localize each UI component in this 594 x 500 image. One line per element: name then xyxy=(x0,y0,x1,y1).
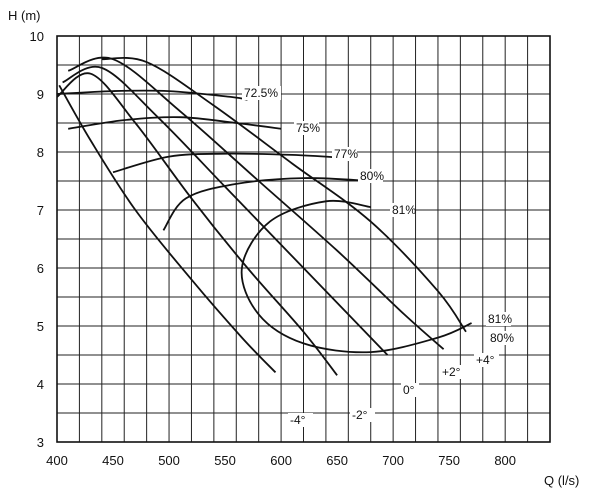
y-tick-label: 7 xyxy=(37,203,44,218)
curve-label-backdrop xyxy=(390,203,415,217)
curves xyxy=(56,56,472,376)
plot-frame xyxy=(56,35,551,443)
efficiency-curve xyxy=(112,152,343,174)
curve-label-backdrop xyxy=(288,413,313,427)
x-tick-label: 800 xyxy=(494,453,516,468)
x-tick-label: 400 xyxy=(46,453,68,468)
curve-labels: 72.5%75%77%80%81%81%80%-4° -2°0°+2°+4° xyxy=(242,86,514,427)
efficiency-curve xyxy=(162,177,371,231)
curve-label-backdrop xyxy=(401,383,419,397)
tick-labels: 400 450 500 550 600 650 700 750 800 3 4 5 6 7 8 9 10 xyxy=(30,29,517,468)
curve-label: +2° xyxy=(442,365,461,379)
x-axis-label: Q (l/s) xyxy=(544,473,579,488)
curve-label-backdrop xyxy=(488,331,513,345)
curve-label: 80% xyxy=(490,331,514,345)
y-axis-label: H (m) xyxy=(8,8,41,23)
x-tick-label: 700 xyxy=(382,453,404,468)
y-tick-label: 8 xyxy=(37,145,44,160)
x-tick-label: 500 xyxy=(158,453,180,468)
curve-label-backdrop xyxy=(358,169,383,183)
curve-label: 81% xyxy=(488,312,512,326)
y-tick-label: 3 xyxy=(37,435,44,450)
efficiency-curve xyxy=(68,116,282,130)
curve-label-backdrop xyxy=(332,147,357,161)
curve-label: -2° xyxy=(352,408,368,422)
y-tick-label: 4 xyxy=(37,377,44,392)
curve-label: 81% xyxy=(392,203,416,217)
curve-label: 77% xyxy=(334,147,358,161)
curve-label-backdrop xyxy=(294,121,319,135)
blade-angle-curve xyxy=(62,65,389,356)
x-tick-label: 600 xyxy=(270,453,292,468)
blade-angle-curve xyxy=(67,56,445,350)
curve-label-backdrop xyxy=(486,312,511,326)
y-tick-label: 9 xyxy=(37,87,44,102)
curve-label: -4° xyxy=(290,413,306,427)
curve-label: +4° xyxy=(476,353,495,367)
x-tick-label: 750 xyxy=(438,453,460,468)
curve-label: 72.5% xyxy=(244,86,278,100)
curve-label-backdrop xyxy=(474,353,499,367)
efficiency-curve xyxy=(240,199,472,354)
curve-label: 80% xyxy=(360,169,384,183)
curve-label-backdrop xyxy=(440,365,465,379)
y-tick-label: 6 xyxy=(37,261,44,276)
curve-label: 75% xyxy=(296,121,320,135)
curve-label-backdrop xyxy=(242,86,281,100)
blade-angle-curve xyxy=(101,57,467,333)
curve-label-backdrop xyxy=(350,408,375,422)
grid xyxy=(56,35,551,443)
x-tick-label: 550 xyxy=(214,453,236,468)
efficiency-curve xyxy=(56,89,248,101)
plot-border xyxy=(56,35,551,443)
x-tick-label: 650 xyxy=(326,453,348,468)
blade-angle-curve xyxy=(56,72,338,376)
x-tick-label: 450 xyxy=(102,453,124,468)
curve-label: 0° xyxy=(403,383,415,397)
blade-angle-curve xyxy=(58,84,277,374)
y-tick-label: 5 xyxy=(37,319,44,334)
y-tick-label: 10 xyxy=(30,29,44,44)
